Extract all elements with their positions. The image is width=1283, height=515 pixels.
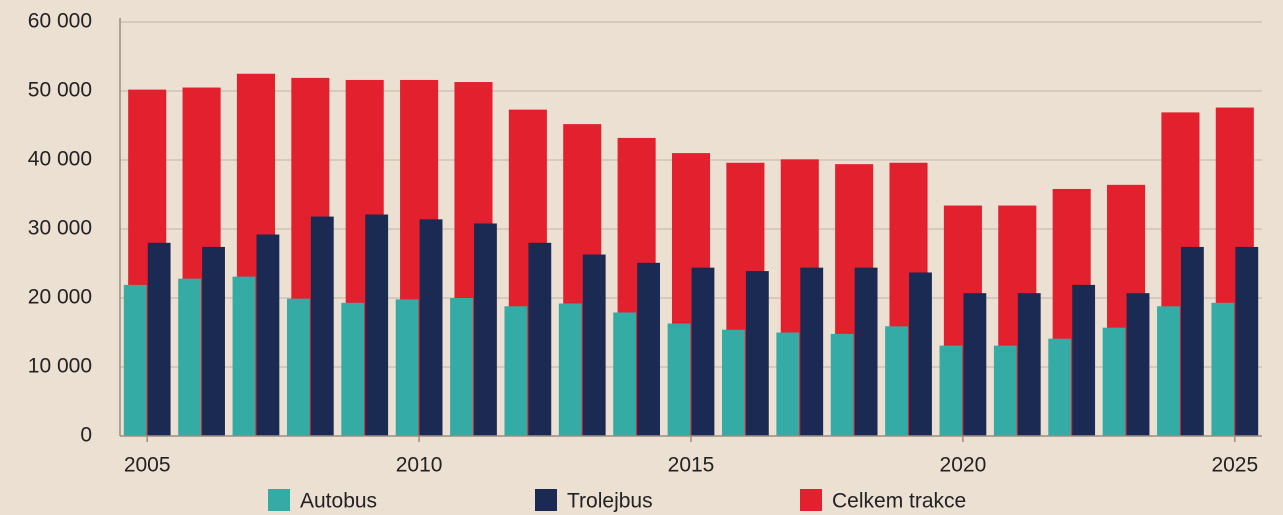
y-tick-label: 60 000: [28, 10, 92, 33]
bar: [830, 333, 854, 436]
bar: [613, 312, 637, 436]
bar: [582, 254, 606, 436]
x-tick-label: 2025: [1211, 454, 1258, 477]
bar: [1017, 293, 1041, 436]
bar: [123, 284, 147, 436]
bar: [419, 219, 443, 436]
bar: [178, 278, 202, 436]
x-tick-label: 2005: [124, 454, 171, 477]
y-tick-label: 10 000: [28, 355, 92, 378]
bar: [474, 223, 497, 436]
legend-label: Trolejbus: [567, 490, 653, 513]
bar: [1126, 293, 1150, 436]
x-tick-label: 2010: [396, 454, 443, 477]
bar: [232, 276, 256, 436]
bar: [286, 298, 310, 436]
bar: [854, 267, 878, 436]
bar: [341, 302, 365, 436]
bar: [776, 332, 800, 436]
bar: [1157, 306, 1180, 436]
bar: [202, 246, 225, 436]
bar: [885, 326, 908, 436]
bar: [1102, 327, 1126, 436]
bar: [558, 303, 582, 436]
bar: [637, 262, 661, 436]
y-tick-label: 20 000: [28, 286, 92, 309]
bar: [1211, 302, 1235, 436]
y-tick-label: 30 000: [28, 217, 92, 240]
bar: [691, 267, 715, 436]
legend-swatch: [535, 489, 557, 511]
bar: [993, 345, 1017, 436]
bar: [528, 242, 552, 436]
bar: [256, 234, 280, 436]
bar: [721, 329, 745, 436]
x-tick-label: 2015: [668, 454, 715, 477]
bar: [395, 299, 419, 436]
legend-label: Celkem trakce: [832, 490, 966, 513]
bar: [310, 216, 334, 436]
bar: [1180, 246, 1204, 436]
bar: [939, 345, 963, 436]
y-tick-label: 0: [80, 424, 92, 447]
bar: [963, 293, 987, 436]
bar: [800, 267, 824, 436]
bar: [365, 214, 389, 436]
bar: [504, 306, 528, 436]
bar: [909, 272, 932, 436]
bar: [745, 271, 769, 436]
bar: [450, 298, 473, 436]
legend-label: Autobus: [300, 490, 377, 513]
bar: [1235, 246, 1259, 436]
bar: [1048, 338, 1072, 436]
bar: [1072, 284, 1096, 436]
legend-swatch: [268, 489, 290, 511]
bar: [147, 242, 171, 436]
bar: [667, 323, 691, 436]
legend-swatch: [800, 489, 822, 511]
y-tick-label: 50 000: [28, 79, 92, 102]
y-tick-label: 40 000: [28, 148, 92, 171]
x-tick-label: 2020: [940, 454, 987, 477]
